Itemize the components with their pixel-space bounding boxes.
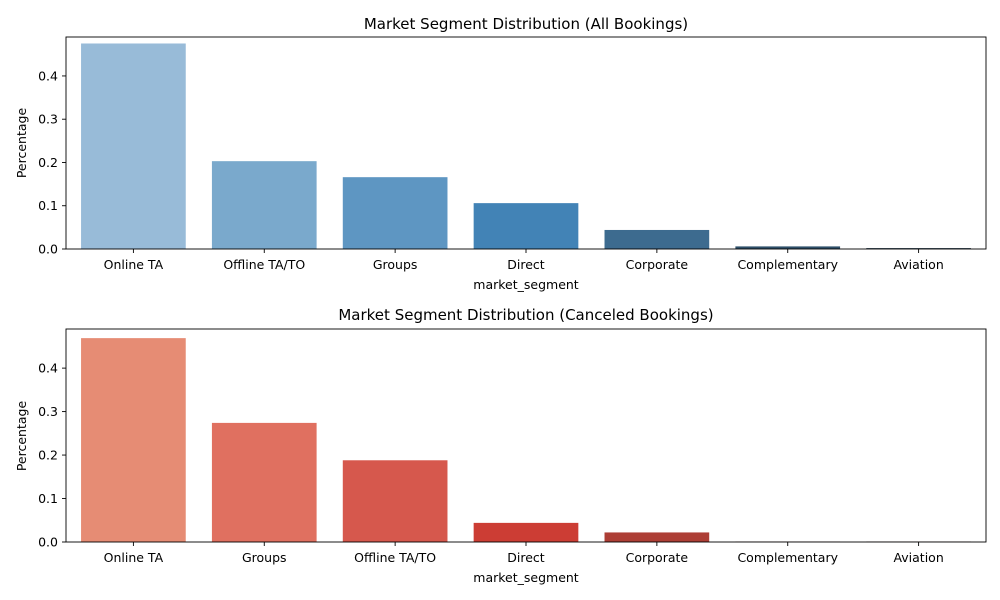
x-axis-ticks: Online TA Groups Offline TA/TO Direct Corpor… — [104, 542, 944, 565]
x-tick-label: Complementary — [737, 257, 838, 272]
bar — [604, 229, 710, 249]
chart-title: Market Segment Distribution (All Booking… — [364, 15, 688, 33]
y-axis-label: Percentage — [14, 108, 29, 179]
bar — [211, 422, 317, 542]
x-axis-ticks: Online TA Offline TA/TO Groups Direct Corpor… — [104, 249, 944, 272]
x-tick-label: Online TA — [104, 550, 164, 565]
y-tick-label: 0.1 — [38, 491, 58, 506]
y-axis-ticks: 0.0 0.1 0.2 0.3 0.4 — [38, 68, 66, 257]
bar — [81, 43, 186, 249]
bar — [81, 338, 186, 542]
chart-panel-canceled-bookings: Market Segment Distribution (Canceled Bo… — [14, 306, 987, 585]
y-tick-label: 0.3 — [38, 112, 58, 127]
y-tick-label: 0.0 — [38, 242, 58, 257]
x-tick-label: Aviation — [893, 257, 943, 272]
y-tick-label: 0.0 — [38, 535, 58, 550]
x-tick-label: Corporate — [626, 257, 689, 272]
bar — [604, 532, 710, 542]
y-axis-ticks: 0.0 0.1 0.2 0.3 0.4 — [38, 361, 66, 550]
bar — [211, 161, 317, 249]
bar-group — [81, 43, 971, 249]
x-tick-label: Corporate — [626, 550, 689, 565]
x-tick-label: Aviation — [893, 550, 943, 565]
x-tick-label: Direct — [507, 257, 545, 272]
chart-title: Market Segment Distribution (Canceled Bo… — [338, 306, 713, 324]
x-tick-label: Groups — [373, 257, 418, 272]
x-tick-label: Online TA — [104, 257, 164, 272]
x-tick-label: Offline TA/TO — [223, 257, 305, 272]
bar — [342, 460, 448, 542]
y-tick-label: 0.3 — [38, 404, 58, 419]
bar-group — [81, 338, 971, 542]
x-tick-label: Groups — [242, 550, 287, 565]
y-tick-label: 0.4 — [38, 68, 58, 83]
y-tick-label: 0.1 — [38, 198, 58, 213]
y-tick-label: 0.4 — [38, 361, 58, 376]
y-tick-label: 0.2 — [38, 155, 58, 170]
chart-panel-all-bookings: Market Segment Distribution (All Booking… — [14, 15, 987, 292]
x-tick-label: Complementary — [737, 550, 838, 565]
bar — [473, 522, 579, 542]
x-tick-label: Direct — [507, 550, 545, 565]
bar — [735, 246, 841, 249]
x-axis-label: market_segment — [473, 277, 579, 292]
x-tick-label: Offline TA/TO — [354, 550, 436, 565]
y-tick-label: 0.2 — [38, 448, 58, 463]
bar — [473, 203, 579, 249]
bar — [342, 177, 448, 249]
x-axis-label: market_segment — [473, 570, 579, 585]
y-axis-label: Percentage — [14, 401, 29, 472]
